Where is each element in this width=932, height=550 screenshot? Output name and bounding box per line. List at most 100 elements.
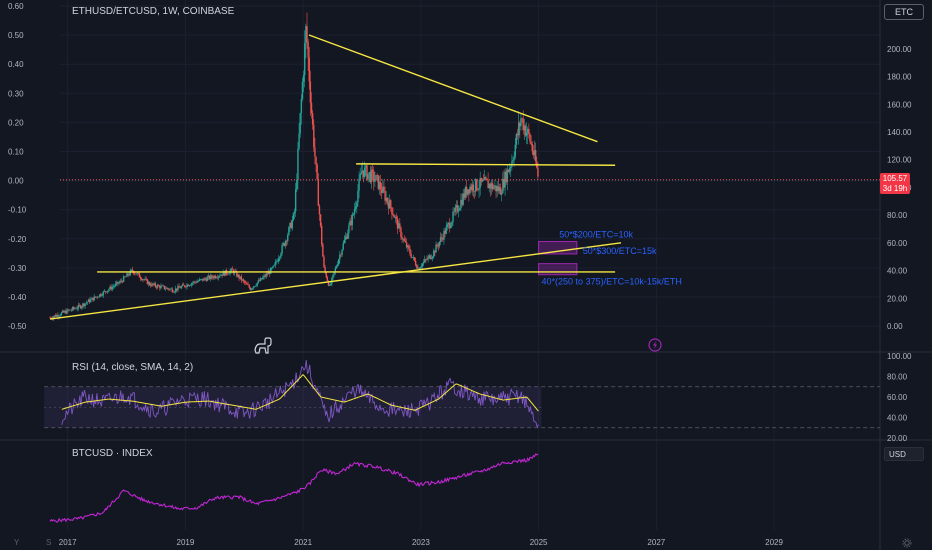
rsi-tick-label: 100.00 [887, 352, 912, 361]
candle-body [91, 297, 93, 300]
candle-body [471, 184, 473, 191]
candle-body [198, 279, 201, 281]
candle-body [502, 178, 504, 193]
candle-body [148, 282, 151, 286]
candle-body [49, 317, 51, 319]
candle-body [308, 57, 310, 82]
candle-body [438, 241, 441, 247]
candle-body [435, 244, 437, 253]
candle-body [205, 278, 207, 281]
trendline [308, 34, 598, 143]
left-tick-label: -0.30 [8, 264, 27, 273]
last-price-tag: 105.57 3d 19h [880, 173, 910, 194]
trendline [49, 242, 622, 320]
candle-body [425, 259, 427, 260]
usd-badge[interactable]: USD [884, 447, 924, 461]
footer-left[interactable]: Y [14, 538, 20, 547]
candle-body [325, 272, 327, 278]
candle-body [64, 310, 66, 313]
candle-body [291, 220, 293, 229]
candle-body [271, 267, 273, 269]
candle-body [109, 286, 111, 290]
candle-body [522, 118, 524, 131]
candle-body [479, 177, 481, 188]
candle-body [193, 281, 195, 283]
candle-body [457, 210, 460, 212]
lightning-icon[interactable] [648, 338, 662, 352]
trendline [356, 163, 616, 166]
candle-body [75, 308, 77, 310]
candle-body [146, 279, 149, 285]
candle-body [165, 287, 168, 289]
candle-body [305, 26, 307, 44]
candle-body [197, 280, 200, 282]
dinosaur-icon[interactable] [254, 337, 274, 355]
candle-body [170, 288, 172, 290]
candle-body [499, 187, 502, 195]
candle-body [455, 205, 458, 208]
candle-body [203, 278, 205, 281]
candle-body [401, 237, 403, 240]
candle-body [294, 189, 297, 212]
candle-body [365, 165, 367, 168]
trendlines[interactable] [49, 34, 622, 320]
candle-body [336, 264, 339, 267]
candle-body [250, 288, 253, 290]
candle-body [527, 128, 529, 133]
currency-badge[interactable]: ETC [884, 4, 924, 20]
candle-body [254, 286, 256, 287]
rsi-tick-label: 60.00 [887, 393, 908, 402]
candle-body [358, 178, 360, 191]
candle-body [285, 240, 288, 242]
time-tick-label: 2029 [765, 538, 783, 547]
candle-body [393, 215, 395, 218]
candle-body [131, 269, 134, 272]
candle-body [88, 299, 91, 303]
candle-body [343, 239, 346, 244]
candle-body [86, 302, 89, 303]
candle-body [508, 168, 511, 172]
candle-body [470, 186, 472, 191]
candle-body [103, 290, 106, 292]
candle-body [171, 288, 173, 292]
candle-body [195, 282, 197, 283]
candle-body [422, 261, 425, 264]
candle-body [357, 190, 359, 203]
candle-body [79, 305, 82, 309]
candle-body [135, 273, 137, 275]
right-tick-label: 20.00 [887, 294, 908, 303]
candle-body [487, 180, 489, 189]
annotation-label: 40*(250 to 375)/ETC=10k-15k/ETH [542, 277, 682, 287]
candle-body [93, 296, 95, 301]
candle-body [287, 234, 289, 242]
symbol-title: ETHUSD/ETCUSD, 1W, COINBASE [72, 6, 235, 17]
candle-body [249, 287, 252, 290]
footer-mid[interactable]: S [46, 538, 52, 547]
candle-body [321, 225, 323, 245]
candle-body [493, 187, 495, 190]
candle-body [403, 239, 406, 241]
candle-body [150, 285, 152, 287]
annotation-label: 50*$200/ETC=10k [559, 230, 633, 240]
candle-body [315, 156, 317, 165]
candle-body [130, 269, 133, 271]
candle-body [162, 285, 164, 287]
candle-body [90, 299, 92, 303]
settings-icon[interactable] [902, 538, 912, 548]
candle-body [387, 202, 390, 209]
candle-body [437, 245, 440, 247]
candle-body [444, 230, 446, 234]
candle-body [374, 180, 376, 182]
candle-body [313, 124, 315, 148]
candle-body [147, 282, 150, 285]
candle-body [239, 276, 241, 279]
candle-body [279, 256, 281, 259]
left-tick-label: 0.10 [8, 148, 24, 157]
candle-body [359, 174, 361, 179]
candle-body [69, 309, 72, 311]
rsi-line [61, 360, 539, 429]
candle-body [322, 244, 324, 257]
candle-body [160, 285, 162, 289]
candle-body [259, 278, 262, 281]
